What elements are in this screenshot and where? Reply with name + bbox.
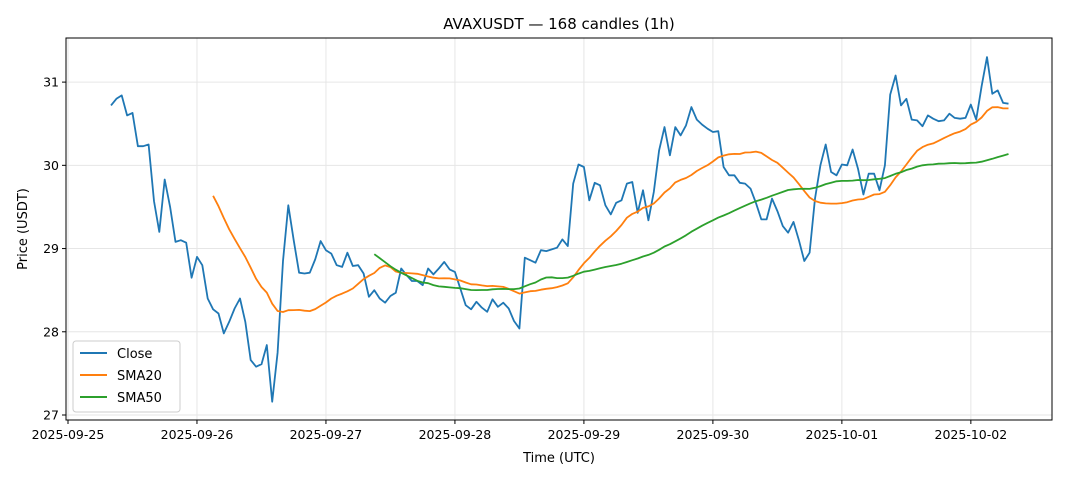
x-tick-label: 2025-09-28 — [419, 427, 492, 442]
plot-frame — [65, 37, 1053, 421]
y-tick-label: 27 — [43, 408, 59, 423]
legend-box — [72, 340, 181, 413]
legend-label-sma50: SMA50 — [117, 391, 162, 406]
x-tick-label: 2025-09-27 — [290, 427, 363, 442]
series-line-sma50 — [373, 153, 1009, 292]
chart-title: AVAXUSDT — 168 candles (1h) — [443, 15, 675, 33]
x-axis-ticks: 2025-09-25 2025-09-26 2025-09-27 2025-09-28… — [32, 420, 1008, 442]
x-tick-label: 2025-09-29 — [548, 427, 621, 442]
legend-label-sma20: SMA20 — [117, 369, 162, 384]
series-line-close — [110, 56, 1009, 403]
y-tick-label: 29 — [43, 241, 59, 256]
x-tick-label: 2025-10-01 — [806, 427, 879, 442]
series-lines — [110, 56, 1009, 403]
x-tick-label: 2025-09-30 — [677, 427, 750, 442]
legend-label-close: Close — [117, 347, 152, 362]
legend: Close SMA20 SMA50 — [72, 340, 181, 413]
grid — [66, 38, 1052, 420]
y-tick-label: 28 — [43, 324, 59, 339]
x-axis-label: Time (UTC) — [522, 451, 595, 466]
y-axis-ticks: 27 28 29 30 31 — [43, 75, 66, 423]
series-line-sma20 — [212, 106, 1009, 313]
y-tick-label: 30 — [43, 158, 59, 173]
x-tick-label: 2025-09-26 — [161, 427, 234, 442]
x-tick-label: 2025-10-02 — [935, 427, 1008, 442]
y-axis-label: Price (USDT) — [16, 188, 31, 270]
y-tick-label: 31 — [43, 75, 59, 90]
x-tick-label: 2025-09-25 — [32, 427, 105, 442]
